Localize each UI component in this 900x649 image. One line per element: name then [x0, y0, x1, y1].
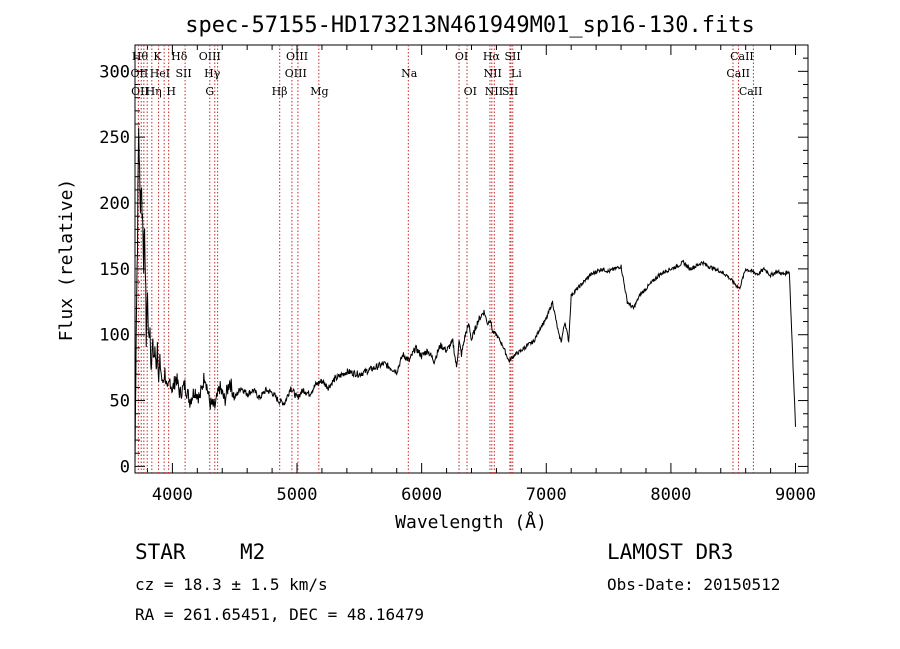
coordinates: RA = 261.65451, DEC = 48.16479	[135, 605, 424, 624]
x-tick-label: 8000	[650, 485, 691, 505]
spectral-line-label: Mg	[310, 85, 328, 98]
spectral-line-label: Hθ	[132, 50, 149, 63]
y-tick-label: 200	[99, 194, 130, 214]
spectrum-line	[134, 127, 796, 467]
plot-title: spec-57155-HD173213N461949M01_sp16-130.f…	[185, 13, 755, 38]
spectral-line-markers: Hθ K Hδ OIII OIII OI Hα SII CaII OII HeI SII Hγ OIII N…	[131, 45, 763, 473]
spectral-line-label: NII	[484, 67, 502, 80]
x-tick-label: 4000	[152, 485, 193, 505]
spectral-line-label: OIII	[286, 50, 308, 63]
spectral-line-label: OII	[131, 85, 149, 98]
plot-frame	[134, 44, 809, 474]
axis-ticks: 4000 5000 6000 7000 8000 9000 0 50 100 150 200 250 3…	[99, 45, 816, 505]
spectral-line-label: OI	[464, 85, 477, 98]
redshift-velocity: cz = 18.3 ± 1.5 km/s	[135, 575, 328, 594]
spectral-line-label: CaII	[726, 67, 750, 80]
spectral-line-label: SII	[502, 85, 518, 98]
y-tick-label: 50	[110, 392, 130, 412]
spectral-line-label: Hγ	[204, 67, 221, 80]
y-tick-label: 100	[99, 326, 130, 346]
spectral-line-label: OIII	[199, 50, 221, 63]
object-subclass: M2	[240, 540, 266, 564]
spectral-line-label: NII	[485, 85, 503, 98]
spectral-line-label: Hη	[146, 85, 162, 98]
y-axis-label: Flux (relative)	[56, 179, 77, 342]
spectral-line-label: HeI	[150, 67, 170, 80]
spectral-line-label: Hα	[483, 50, 501, 63]
object-class: STAR	[135, 540, 186, 564]
x-tick-label: 6000	[401, 485, 442, 505]
spectral-line-label: SII	[175, 67, 191, 80]
y-tick-label: 150	[99, 260, 130, 280]
spectral-line-label: OI	[455, 50, 468, 63]
spectral-line-label: OII	[131, 67, 149, 80]
spectral-line-label: K	[153, 50, 162, 63]
spectral-line-label: Hδ	[171, 50, 188, 63]
x-axis-label: Wavelength (Å)	[395, 511, 547, 533]
x-tick-label: 7000	[526, 485, 567, 505]
survey-name: LAMOST DR3	[607, 540, 734, 564]
spectral-line-label: H	[166, 85, 176, 98]
spectral-line-label: SII	[505, 50, 521, 63]
spectral-line-label: CaII	[730, 50, 754, 63]
y-tick-label: 0	[120, 457, 130, 477]
spectral-line-label: G	[205, 85, 214, 98]
y-tick-label: 250	[99, 128, 130, 148]
spectral-line-label: Na	[401, 67, 418, 80]
spectral-line-label: OIII	[285, 67, 307, 80]
spectral-line-label: CaII	[739, 85, 763, 98]
spectral-line-label: Li	[511, 67, 522, 80]
x-tick-label: 9000	[775, 485, 816, 505]
x-tick-label: 5000	[277, 485, 318, 505]
y-tick-label: 300	[99, 62, 130, 82]
observation-date: Obs-Date: 20150512	[607, 575, 781, 594]
spectral-line-label: Hβ	[272, 85, 288, 98]
